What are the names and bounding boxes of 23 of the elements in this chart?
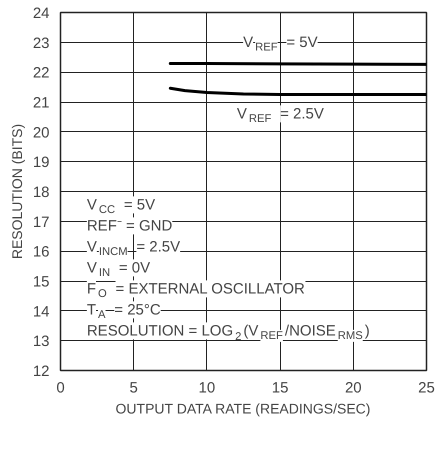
y-tick-label: 21 — [32, 94, 50, 112]
y-tick-label: 23 — [32, 34, 50, 52]
y-tick-label: 22 — [32, 64, 50, 82]
x-tick-label: 5 — [130, 380, 138, 396]
y-tick-label: 20 — [32, 124, 50, 142]
x-tick-label: 20 — [344, 380, 362, 396]
y-tick-label: 14 — [32, 303, 50, 320]
x-tick-label: 10 — [198, 380, 216, 396]
annotation: REF⁻ = GND — [86, 217, 172, 234]
y-tick-label: 13 — [32, 333, 50, 350]
y-tick-label: 18 — [32, 184, 50, 201]
y-tick-label: 16 — [32, 244, 50, 261]
y-tick-label: 17 — [32, 214, 50, 231]
y-tick-label: 15 — [32, 274, 50, 290]
line-series — [168, 86, 426, 96]
y-axis-title: RESOLUTION (BITS) — [8, 124, 25, 260]
x-tick-label: 0 — [56, 380, 65, 396]
y-tick-label: 12 — [32, 363, 50, 380]
x-tick-label: 25 — [418, 380, 435, 396]
x-axis-title: OUTPUT DATA RATE (READINGS/SEC) — [116, 400, 370, 416]
y-tick-label: 24 — [32, 5, 50, 22]
x-tick-label: 15 — [272, 380, 288, 396]
y-tick-label: 19 — [32, 154, 50, 172]
